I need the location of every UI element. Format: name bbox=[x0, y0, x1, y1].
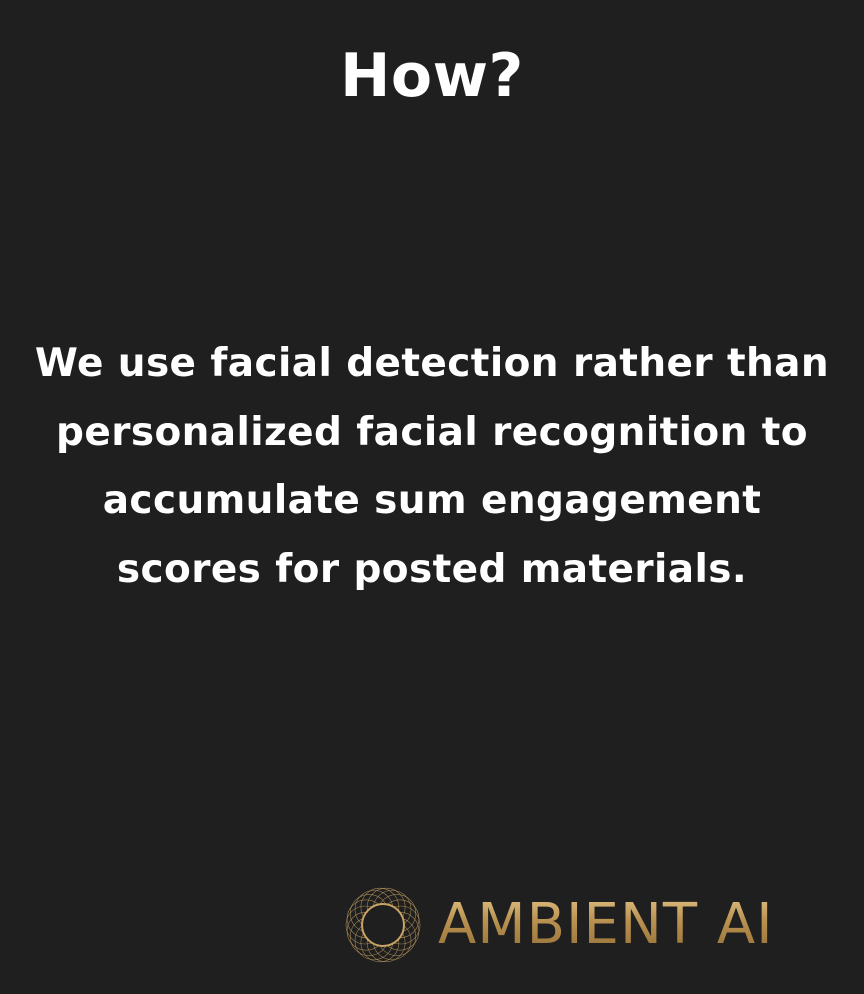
rosette-center-ring bbox=[361, 903, 405, 947]
slide-title: How? bbox=[340, 41, 524, 111]
brand-name: AMBIENT AI bbox=[438, 890, 774, 960]
rosette-icon bbox=[340, 882, 426, 968]
brand-logo: AMBIENT AI bbox=[340, 882, 850, 966]
slide-body-text: We use facial detection rather than pers… bbox=[34, 341, 830, 592]
